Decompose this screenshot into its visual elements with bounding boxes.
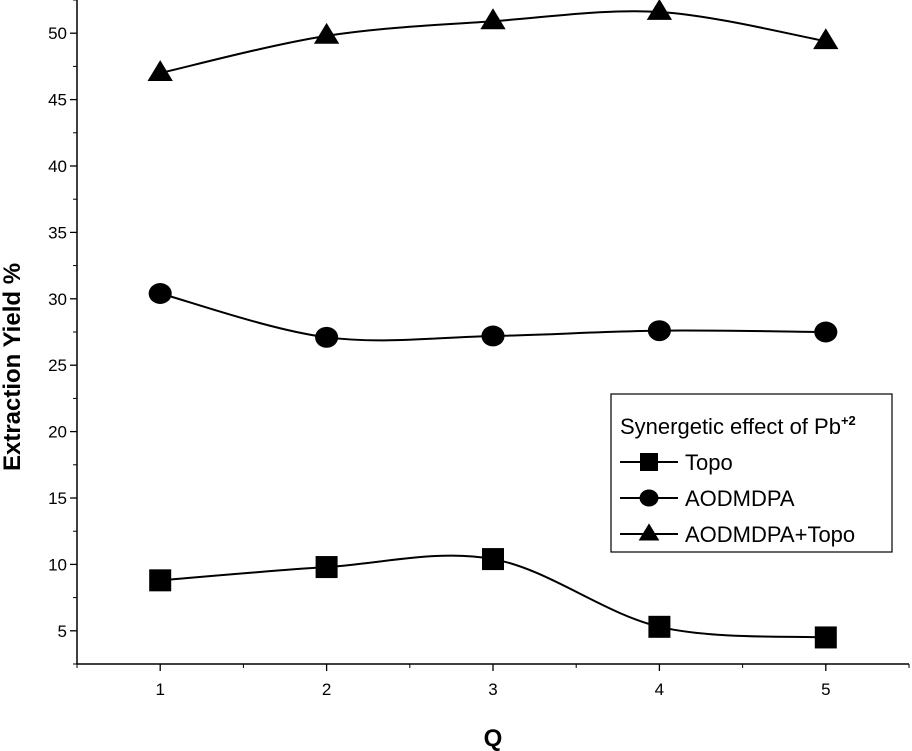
y-tick-label: 50 [48, 24, 67, 43]
data-point [814, 626, 837, 649]
x-tick-label: 5 [821, 680, 830, 699]
data-point [147, 60, 173, 81]
series-square [149, 548, 837, 649]
y-tick-label: 10 [48, 555, 67, 574]
x-axis-title: Q [484, 725, 503, 751]
legend-title-superscript: +2 [841, 413, 856, 428]
data-point [148, 283, 172, 304]
data-point [646, 0, 673, 20]
data-point [813, 28, 839, 50]
legend-item: AODMDPA+Topo [620, 522, 855, 547]
legend: Synergetic effect of Pb+2 Topo AODMDPA AOD… [610, 393, 893, 553]
data-point [648, 615, 671, 638]
x-tick-label: 1 [155, 680, 164, 699]
x-tick-label: 3 [488, 680, 497, 699]
x-tick-label: 4 [655, 680, 664, 699]
y-tick-label: 30 [48, 290, 67, 309]
legend-item: AODMDPA [620, 486, 795, 511]
data-point [149, 569, 172, 592]
x-tick-label: 2 [322, 680, 331, 699]
y-tick-label: 45 [48, 91, 67, 110]
legend-marker [640, 453, 658, 471]
y-tick-label: 35 [48, 223, 67, 242]
y-tick-label: 5 [58, 622, 67, 641]
legend-box [610, 393, 893, 553]
y-tick-label: 25 [48, 356, 67, 375]
data-point [315, 326, 339, 348]
series-layer [147, 0, 839, 649]
data-point [480, 8, 506, 30]
data-point [313, 22, 340, 44]
y-axis-title: Extraction Yield % [0, 263, 26, 471]
legend-label: AODMDPA [685, 486, 795, 511]
legend-item: Topo [620, 450, 733, 475]
data-point [482, 548, 504, 571]
legend-label: Topo [685, 450, 733, 475]
series-circle [148, 283, 838, 348]
legend-items: Topo AODMDPA AODMDPA+Topo [620, 450, 855, 547]
legend-title-text: Synergetic effect of Pb [620, 414, 841, 439]
y-tick-label: 15 [48, 489, 67, 508]
data-point [315, 556, 338, 579]
legend-title: Synergetic effect of Pb+2 [620, 413, 856, 439]
legend-label: AODMDPA+Topo [685, 522, 855, 547]
series-triangle [147, 0, 839, 81]
legend-marker [639, 489, 659, 507]
y-tick-label: 20 [48, 423, 67, 442]
y-tick-label: 40 [48, 157, 67, 176]
data-point [647, 320, 671, 342]
data-point [481, 325, 505, 347]
legend-marker [638, 523, 660, 541]
data-point [814, 321, 838, 343]
